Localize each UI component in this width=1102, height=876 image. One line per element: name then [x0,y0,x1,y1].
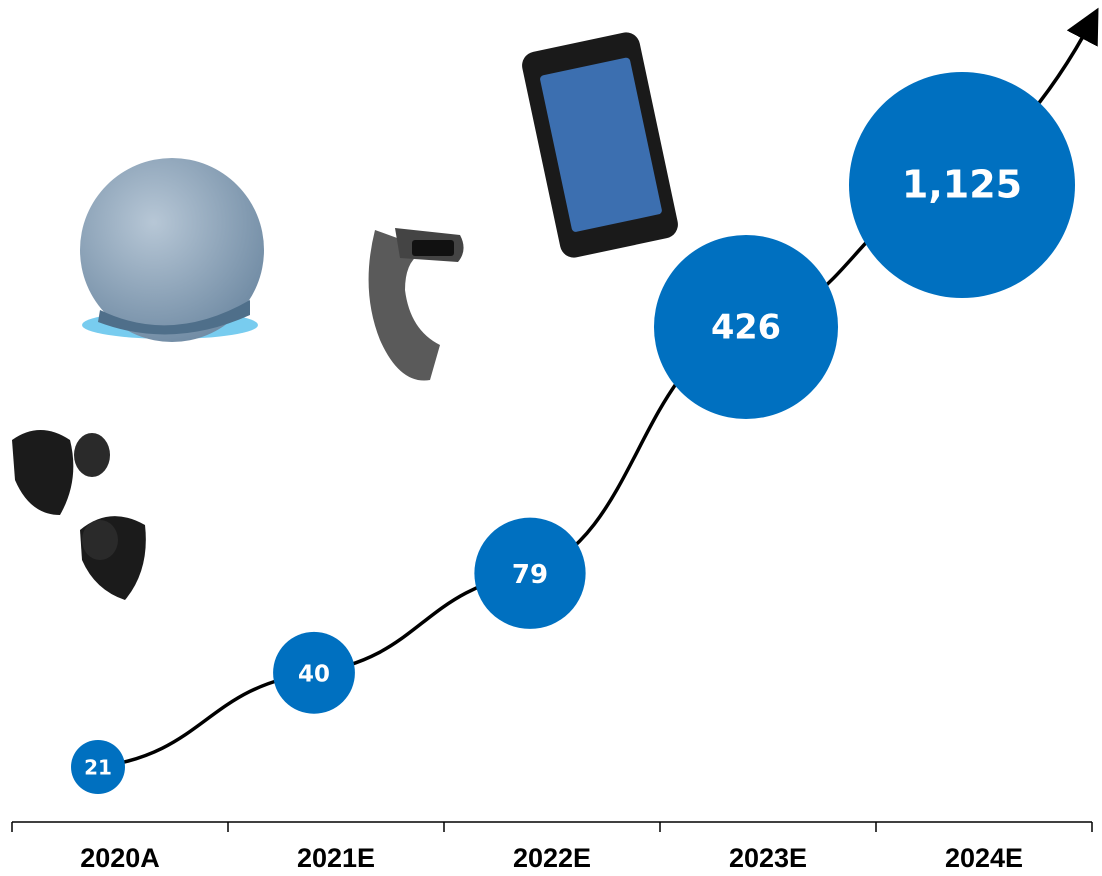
speaker-image [80,158,264,342]
data-label: 21 [84,756,112,780]
x-tick-label: 2024E [945,843,1023,873]
device-illustrations [12,30,681,600]
x-tick-label: 2021E [297,843,375,873]
earbuds-image [12,430,146,600]
x-tick-label: 2022E [513,843,591,873]
phone-image [519,30,680,260]
x-tick-label: 2020A [80,843,160,873]
chart: 21 40 79 426 1,125 2020A 2021E 2022E 2023E 2024E [0,0,1102,876]
data-label: 79 [512,560,548,590]
fitness-band-image [369,228,464,381]
data-label: 40 [298,661,330,687]
data-label: 1,125 [902,163,1022,207]
data-label: 426 [711,307,781,346]
x-tick-label: 2023E [729,843,807,873]
